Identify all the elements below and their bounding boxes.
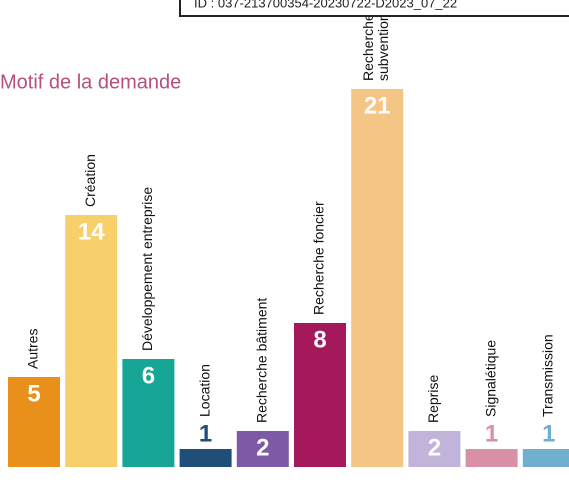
x-tick-label: Signalétique — [482, 340, 498, 417]
value-label: 1 — [485, 420, 498, 447]
bar — [65, 215, 118, 467]
x-tick-label: Création — [82, 154, 98, 207]
bar — [8, 377, 60, 467]
x-tick-label: Recherche foncier — [311, 201, 327, 315]
x-tick-label: Reprise — [425, 375, 441, 423]
bar — [294, 323, 346, 467]
x-tick-label: Recherche bâtiment — [254, 298, 270, 423]
value-label: 1 — [542, 420, 555, 447]
x-tick-label: Transmission — [540, 334, 556, 417]
bar — [122, 359, 175, 467]
x-tick-label: Recherchesubvention — [360, 13, 391, 81]
value-label: 2 — [428, 434, 441, 461]
annotation: ID : 037-213700354-20230722-D2023_07_22 — [194, 0, 457, 10]
value-label: 2 — [256, 434, 269, 461]
chart-title: Motif de la demande — [0, 71, 181, 93]
x-tick-label: Autres — [25, 329, 41, 369]
bar — [179, 449, 232, 467]
value-label: 8 — [313, 326, 326, 353]
value-label: 1 — [199, 420, 212, 447]
value-label: 5 — [27, 380, 40, 407]
value-label: 21 — [364, 92, 391, 119]
bar — [408, 431, 461, 467]
bar — [351, 89, 404, 467]
x-tick-label: Développement entreprise — [139, 187, 155, 351]
x-tick-label: Location — [196, 364, 212, 417]
value-label: 6 — [142, 362, 155, 389]
bar — [522, 449, 569, 467]
value-label: 14 — [78, 218, 105, 245]
bar — [465, 449, 518, 467]
bar — [236, 431, 289, 467]
annotation-box — [179, 0, 569, 17]
